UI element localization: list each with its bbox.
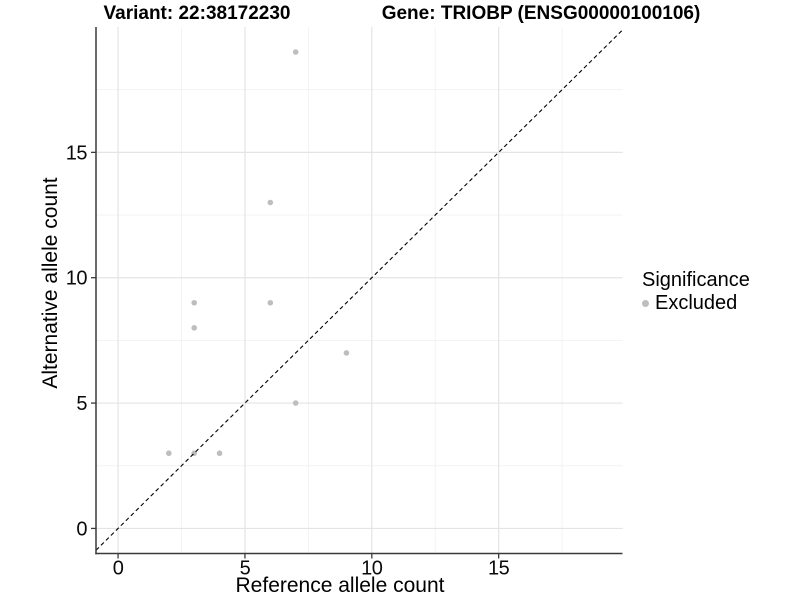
- svg-text:5: 5: [240, 558, 251, 580]
- svg-text:15: 15: [66, 142, 88, 164]
- x-axis-title: Reference allele count: [235, 574, 445, 597]
- plot-title-gene: Gene: TRIOBP (ENSG00000100106): [381, 3, 701, 24]
- y-axis-title: Alternative allele count: [39, 177, 62, 389]
- legend-item-excluded: Excluded: [642, 292, 750, 314]
- legend: Significance Excluded: [642, 269, 750, 314]
- svg-text:0: 0: [113, 558, 124, 580]
- svg-text:10: 10: [66, 268, 88, 290]
- legend-item-label: Excluded: [655, 292, 738, 314]
- svg-text:10: 10: [361, 558, 383, 580]
- legend-title: Significance: [642, 269, 750, 291]
- legend-point-icon: [642, 299, 649, 307]
- svg-text:5: 5: [76, 393, 87, 415]
- svg-text:15: 15: [488, 558, 510, 580]
- svg-text:0: 0: [76, 518, 87, 540]
- plot-title-variant: Variant: 22:38172230: [103, 3, 291, 24]
